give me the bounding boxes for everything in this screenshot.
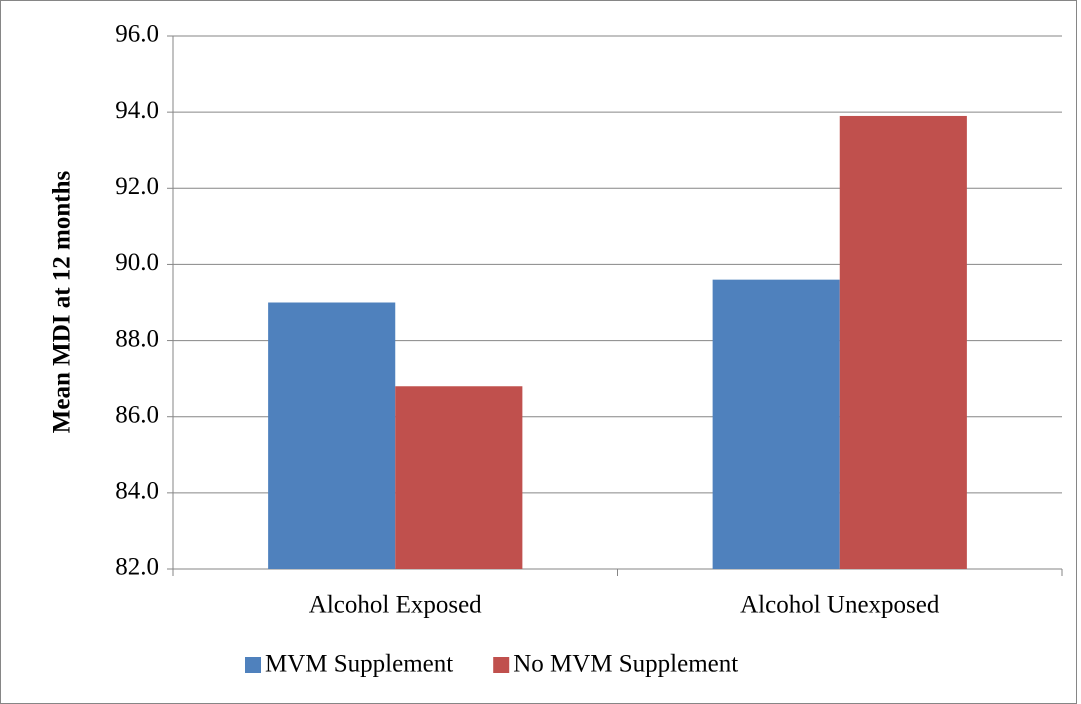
legend-swatch bbox=[493, 657, 510, 673]
legend-label: MVM Supplement bbox=[265, 651, 453, 678]
x-tick-label: Alcohol Unexposed bbox=[740, 592, 940, 619]
bar bbox=[712, 279, 840, 569]
y-tick-label: 88.0 bbox=[115, 325, 159, 352]
y-tick-label: 90.0 bbox=[115, 249, 159, 276]
y-tick-label: 86.0 bbox=[115, 401, 159, 428]
x-tick-label: Alcohol Exposed bbox=[309, 592, 482, 619]
y-axis-label: Mean MDI at 12 months bbox=[49, 170, 76, 433]
bar bbox=[839, 115, 967, 569]
y-tick-label: 82.0 bbox=[115, 554, 159, 581]
legend-label: No MVM Supplement bbox=[513, 651, 738, 678]
y-tick-label: 92.0 bbox=[115, 173, 159, 200]
y-tick-label: 94.0 bbox=[115, 97, 159, 124]
bar bbox=[395, 386, 523, 569]
bar bbox=[268, 302, 396, 569]
y-tick-label: 96.0 bbox=[115, 21, 159, 48]
y-tick-label: 84.0 bbox=[115, 478, 159, 505]
legend-swatch bbox=[245, 657, 261, 673]
